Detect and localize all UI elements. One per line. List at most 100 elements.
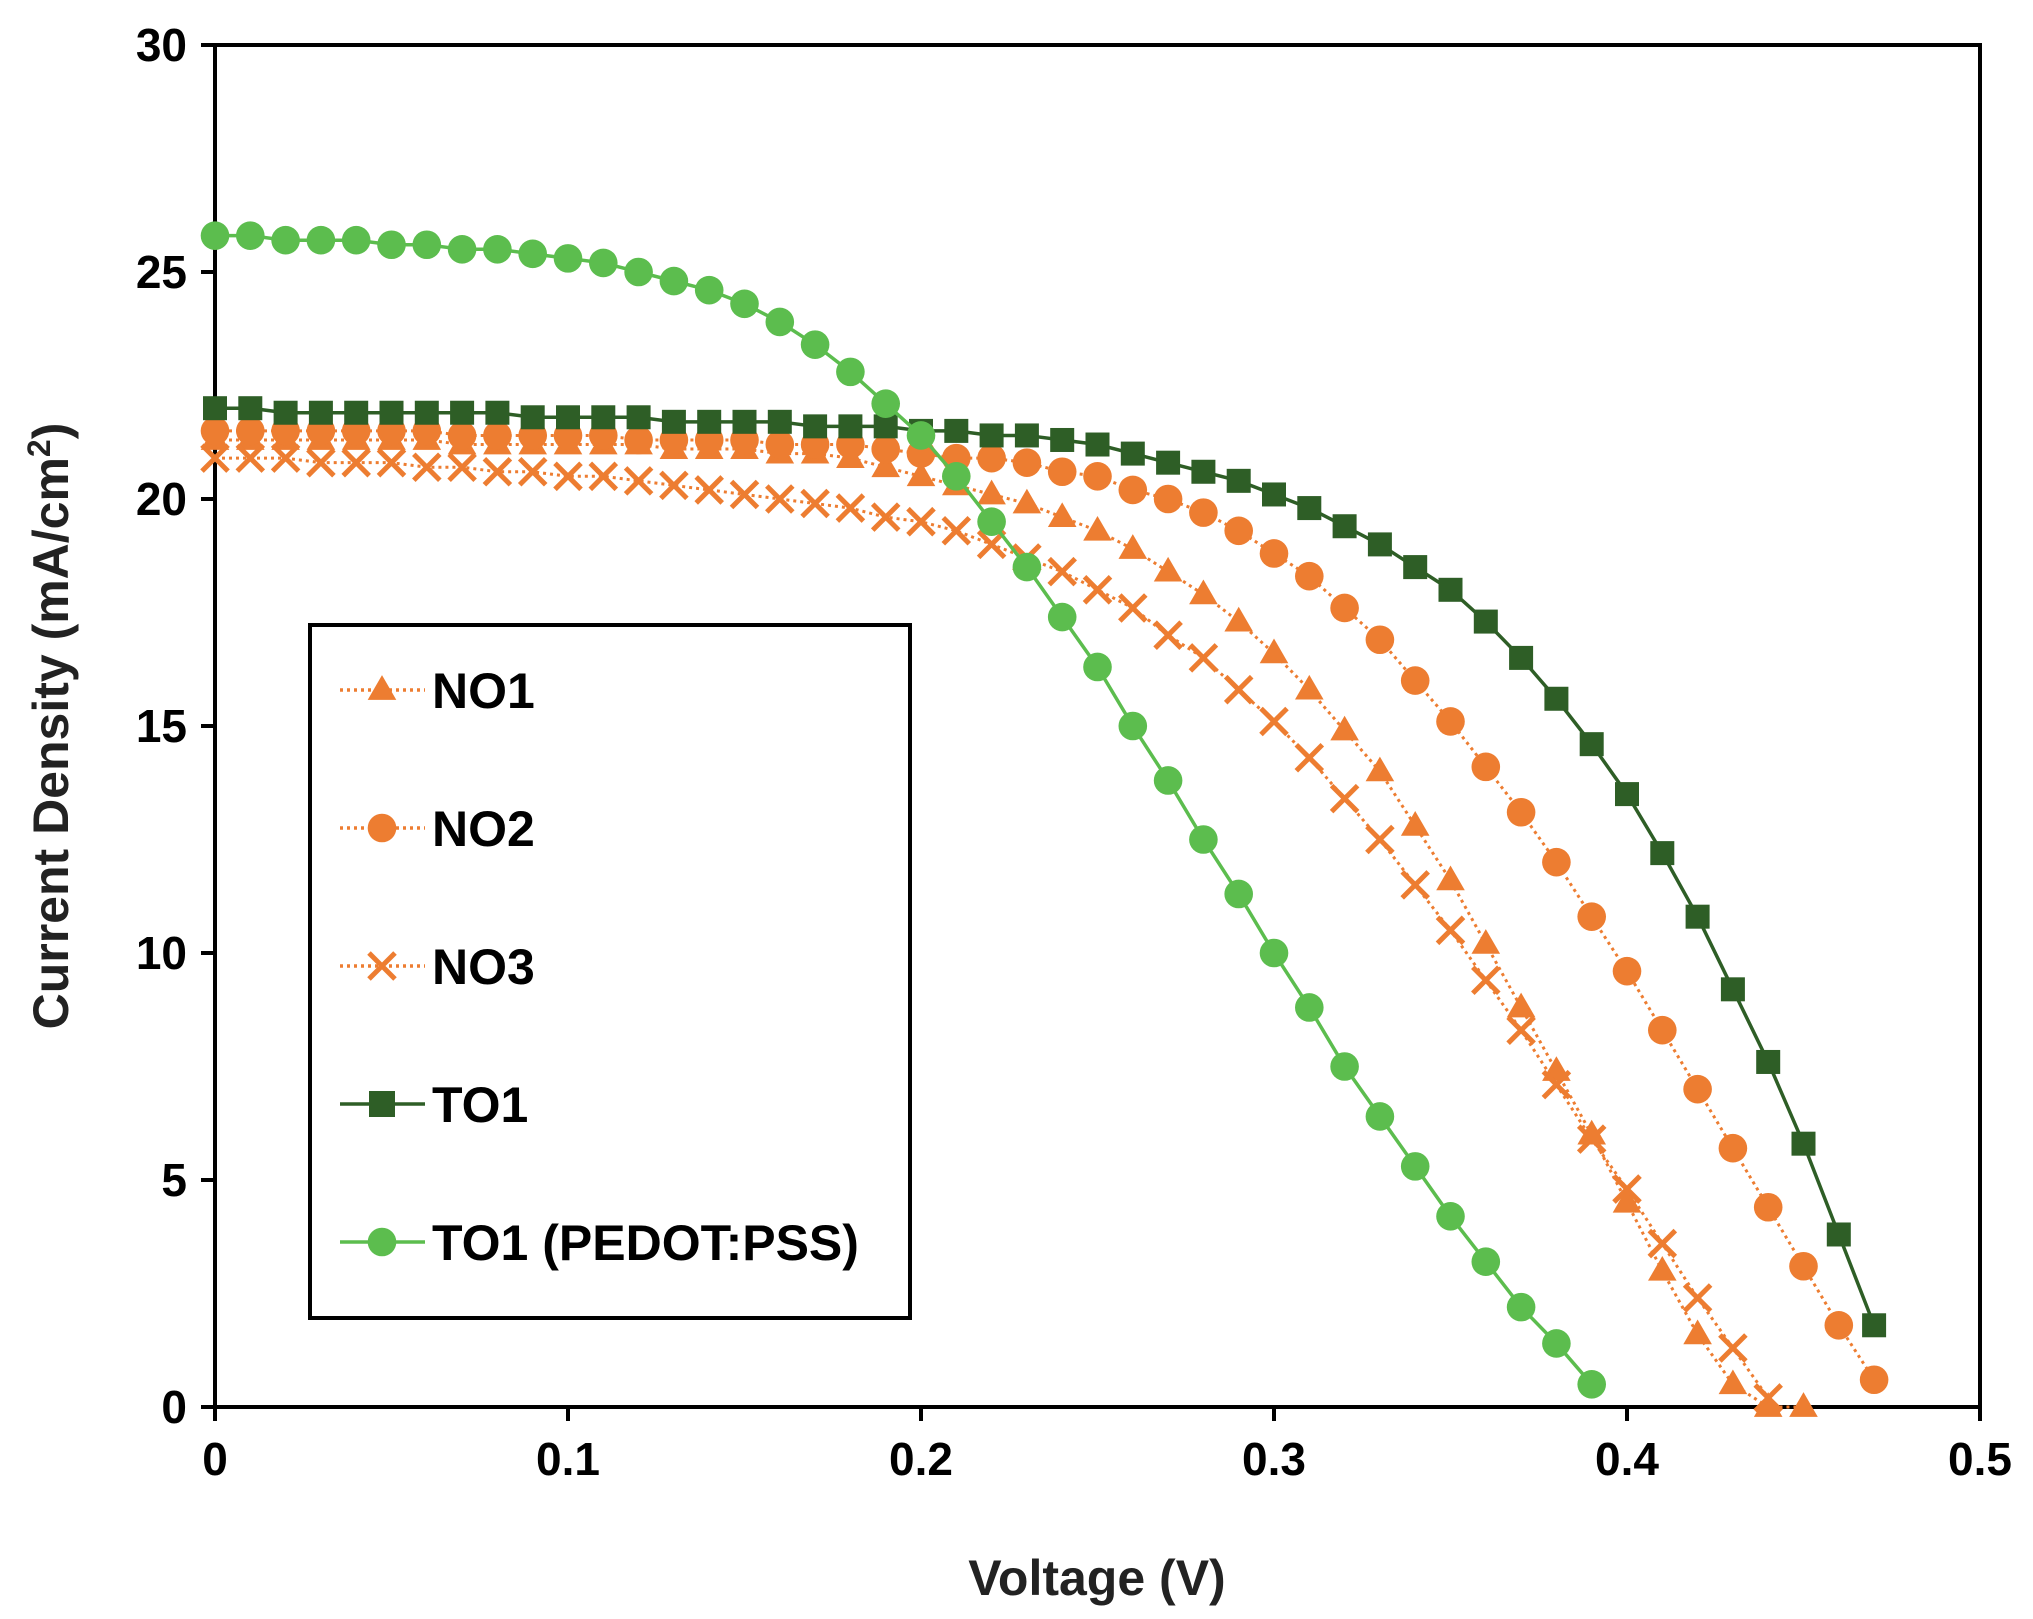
data-point <box>1436 1202 1465 1231</box>
data-point <box>273 400 298 425</box>
data-point <box>1471 965 1501 996</box>
data-point <box>1047 602 1077 632</box>
data-point-stroke <box>729 479 760 510</box>
data-point <box>624 425 653 455</box>
data-point-stroke <box>1612 1174 1642 1204</box>
data-point <box>1789 1251 1818 1281</box>
data-point <box>803 414 828 439</box>
data-point <box>1189 498 1218 527</box>
data-point <box>1153 766 1183 795</box>
data-point <box>238 396 263 421</box>
data-point <box>694 475 724 505</box>
data-point-stroke <box>341 447 371 478</box>
data-point <box>1471 929 1501 954</box>
data-point <box>553 461 583 492</box>
legend-label: TO1 <box>432 1077 528 1133</box>
data-point <box>800 330 830 359</box>
data-point-stroke <box>906 506 936 537</box>
data-point-stroke <box>1400 870 1430 900</box>
data-point <box>1012 552 1042 582</box>
data-point <box>1542 1329 1571 1358</box>
data-point <box>1365 824 1395 855</box>
data-point <box>1685 904 1710 929</box>
legend-item: NO1 <box>340 663 535 719</box>
data-point-stroke <box>694 475 724 505</box>
data-point <box>1509 645 1534 670</box>
data-point <box>1576 1124 1607 1154</box>
data-point <box>556 405 580 430</box>
data-point <box>1718 1133 1748 1163</box>
data-point <box>1047 556 1077 587</box>
data-point <box>1118 593 1148 623</box>
x-tick-label: 0.5 <box>1948 1433 2012 1485</box>
data-point <box>871 434 900 464</box>
data-point <box>271 225 300 255</box>
data-point <box>344 400 369 425</box>
data-point <box>1577 902 1606 931</box>
data-point <box>203 396 227 421</box>
data-point <box>1506 797 1536 827</box>
data-point <box>1118 534 1148 559</box>
data-point <box>1791 1131 1816 1156</box>
data-point <box>765 430 795 459</box>
data-point-stroke <box>376 447 407 478</box>
data-point-stroke <box>553 461 583 492</box>
data-point <box>1577 1370 1606 1399</box>
data-point <box>765 484 795 514</box>
data-point <box>977 507 1006 536</box>
data-point <box>200 416 230 446</box>
data-point <box>1014 423 1039 448</box>
data-point <box>1579 732 1604 757</box>
data-point <box>1367 532 1392 557</box>
series-line <box>215 438 1804 1409</box>
y-tick-label: 0 <box>161 1381 187 1433</box>
data-point <box>1720 977 1745 1002</box>
data-point <box>836 357 865 387</box>
data-point <box>517 456 548 487</box>
data-point <box>412 452 442 482</box>
data-point <box>1506 992 1536 1018</box>
data-point-stroke <box>1753 1383 1783 1413</box>
series-layer <box>200 221 1889 1417</box>
data-point <box>1082 575 1113 605</box>
data-point-stroke <box>1188 643 1219 673</box>
data-point <box>414 400 439 425</box>
data-point-stroke <box>1576 1124 1607 1154</box>
data-point <box>1365 625 1395 655</box>
data-point <box>1223 674 1254 705</box>
data-point <box>1189 825 1218 854</box>
data-point <box>767 409 792 434</box>
data-point <box>1224 606 1253 632</box>
data-point <box>367 951 397 981</box>
data-point <box>1438 577 1463 602</box>
data-point <box>379 400 404 425</box>
data-point <box>1083 515 1112 541</box>
data-point <box>1541 1069 1572 1100</box>
data-point <box>1050 427 1075 452</box>
data-point <box>367 1227 397 1257</box>
legend-label: NO3 <box>432 939 535 995</box>
data-point <box>1615 782 1639 807</box>
x-axis-title: Voltage (V) <box>968 1550 1225 1606</box>
series-no3 <box>200 443 1783 1413</box>
data-point <box>1859 1365 1889 1395</box>
data-point <box>200 443 230 473</box>
data-point <box>1083 462 1112 491</box>
data-point-stroke <box>306 447 336 478</box>
data-point <box>1506 1292 1536 1322</box>
data-point <box>624 257 653 287</box>
data-point <box>977 443 1006 473</box>
data-point-stroke <box>1647 1228 1678 1259</box>
data-point <box>1153 484 1183 514</box>
data-point <box>1862 1313 1887 1338</box>
data-point <box>1259 638 1289 664</box>
data-point <box>1435 915 1466 946</box>
data-point <box>977 479 1006 505</box>
data-point <box>1262 482 1286 507</box>
y-axis: 0 5 10 15 20 25 30 <box>136 19 215 1433</box>
data-point-stroke <box>1223 674 1254 705</box>
legend-label: NO2 <box>432 801 535 857</box>
data-point <box>1330 593 1359 623</box>
data-point <box>732 409 757 434</box>
